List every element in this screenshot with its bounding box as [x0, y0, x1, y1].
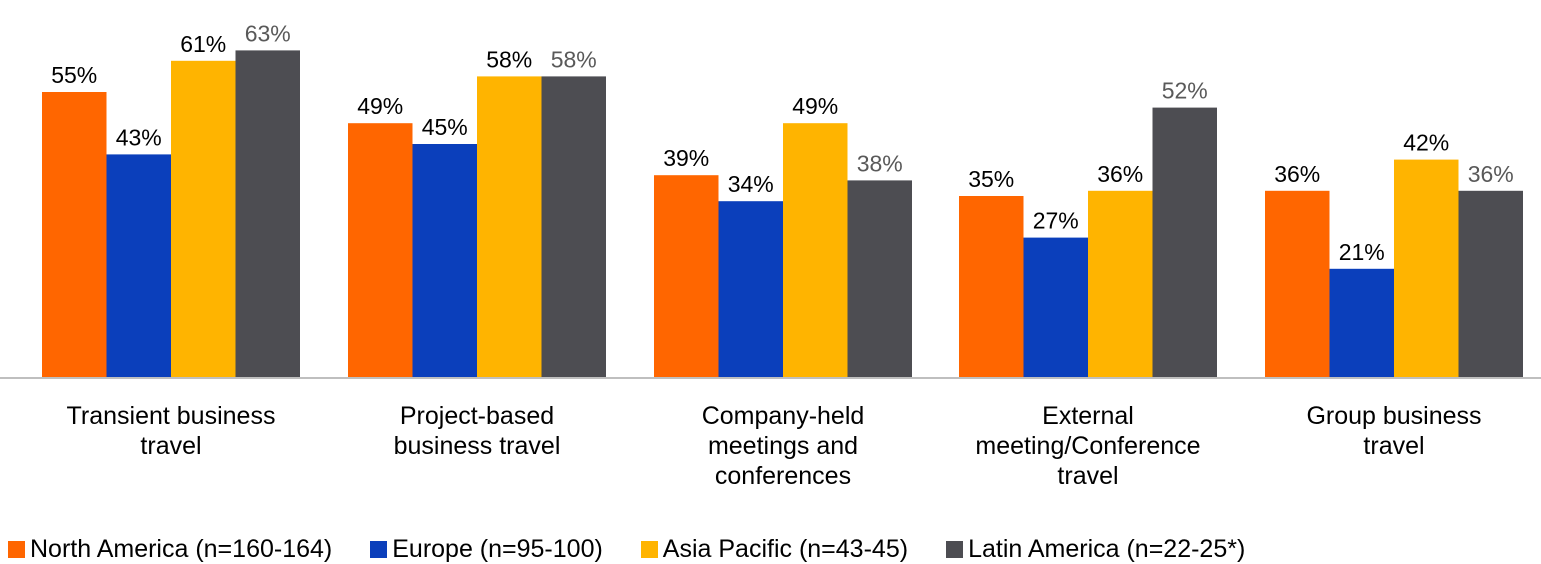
data-label-asia-pacific-4: 36% — [1097, 161, 1143, 187]
bar-asia-pacific-3 — [783, 123, 848, 378]
data-label-europe-3: 34% — [728, 171, 774, 197]
legend-label: Asia Pacific (n=43-45) — [662, 534, 909, 563]
bar-north-america-5 — [1265, 190, 1330, 378]
legend-swatch — [640, 540, 658, 558]
legend-item-latin-america: Latin America (n=22-25*) — [946, 535, 1245, 564]
data-label-north-america-1: 55% — [51, 62, 97, 88]
data-label-north-america-2: 49% — [357, 93, 403, 119]
data-label-europe-4: 27% — [1033, 208, 1079, 234]
legend-label: Latin America (n=22-25*) — [968, 534, 1246, 563]
legend-item-north-america: North America (n=160-164) — [8, 535, 332, 564]
bar-latin-america-4 — [1152, 107, 1217, 378]
category-label-line: Company-held — [702, 402, 865, 430]
category-label-line: travel — [140, 432, 201, 460]
data-label-asia-pacific-2: 58% — [486, 46, 532, 72]
data-label-latin-america-2: 58% — [551, 46, 597, 72]
data-label-latin-america-1: 63% — [245, 20, 291, 46]
bar-latin-america-2 — [541, 76, 606, 379]
data-label-europe-5: 21% — [1339, 239, 1385, 265]
category-label-line: Transient business — [67, 402, 276, 430]
category-label-line: travel — [1363, 432, 1424, 460]
category-label-4: External meeting/Conference travel — [975, 402, 1200, 490]
value-labels-layer: 55% 43% 61% 63% 49% 45% 58% 58% 39% 34% 49% 38% 35% 2… — [51, 20, 1514, 264]
data-label-asia-pacific-1: 61% — [180, 31, 226, 57]
data-label-north-america-4: 35% — [968, 166, 1014, 192]
bar-europe-2 — [412, 144, 477, 378]
data-label-latin-america-4: 52% — [1162, 78, 1208, 104]
bar-europe-1 — [106, 154, 171, 378]
bar-latin-america-1 — [235, 50, 300, 379]
data-label-asia-pacific-3: 49% — [792, 93, 838, 119]
bar-north-america-1 — [42, 92, 107, 378]
category-label-line: travel — [1057, 462, 1118, 490]
category-label-3: Company-held meetings and conferences — [702, 402, 865, 490]
bar-asia-pacific-4 — [1088, 190, 1153, 378]
data-label-latin-america-3: 38% — [857, 150, 903, 176]
legend-swatch — [946, 540, 964, 558]
category-label-5: Group business travel — [1306, 402, 1481, 460]
category-label-line: meetings and — [708, 432, 858, 460]
data-label-north-america-5: 36% — [1274, 161, 1320, 187]
category-label-line: Group business — [1306, 402, 1481, 430]
legend-label: North America (n=160-164) — [30, 534, 333, 563]
bars-layer — [42, 50, 1523, 379]
legend-swatch — [370, 540, 388, 558]
category-label-line: External — [1042, 402, 1134, 430]
bar-europe-3 — [718, 201, 783, 378]
legend-label: Europe (n=95-100) — [392, 534, 603, 563]
category-label-line: business travel — [394, 432, 561, 460]
bar-asia-pacific-1 — [171, 60, 236, 379]
legend-item-asia-pacific: Asia Pacific (n=43-45) — [640, 534, 909, 564]
category-label-2: Project-based business travel — [394, 402, 561, 460]
category-label-line: conferences — [715, 462, 851, 490]
category-label-line: Project-based — [400, 402, 554, 430]
bar-north-america-2 — [348, 123, 413, 378]
bar-north-america-4 — [959, 196, 1024, 378]
legend-item-europe: Europe (n=95-100) — [370, 535, 603, 564]
legend-swatch — [8, 540, 25, 558]
data-label-asia-pacific-5: 42% — [1403, 130, 1449, 156]
data-label-europe-1: 43% — [116, 124, 162, 150]
data-label-europe-2: 45% — [422, 114, 468, 140]
legend: North America (n=160-164) Europe (n=95-10… — [0, 534, 1541, 564]
data-label-north-america-3: 39% — [663, 145, 709, 171]
bar-asia-pacific-5 — [1394, 159, 1459, 378]
category-label-1: Transient business travel — [67, 402, 276, 460]
data-label-latin-america-5: 36% — [1468, 161, 1514, 187]
bar-asia-pacific-2 — [477, 76, 542, 379]
bar-europe-4 — [1023, 237, 1088, 378]
category-label-line: meeting/Conference — [975, 432, 1200, 460]
bar-europe-5 — [1329, 268, 1394, 378]
bar-latin-america-5 — [1458, 190, 1523, 378]
bar-latin-america-3 — [847, 180, 912, 378]
bar-north-america-3 — [654, 175, 719, 378]
